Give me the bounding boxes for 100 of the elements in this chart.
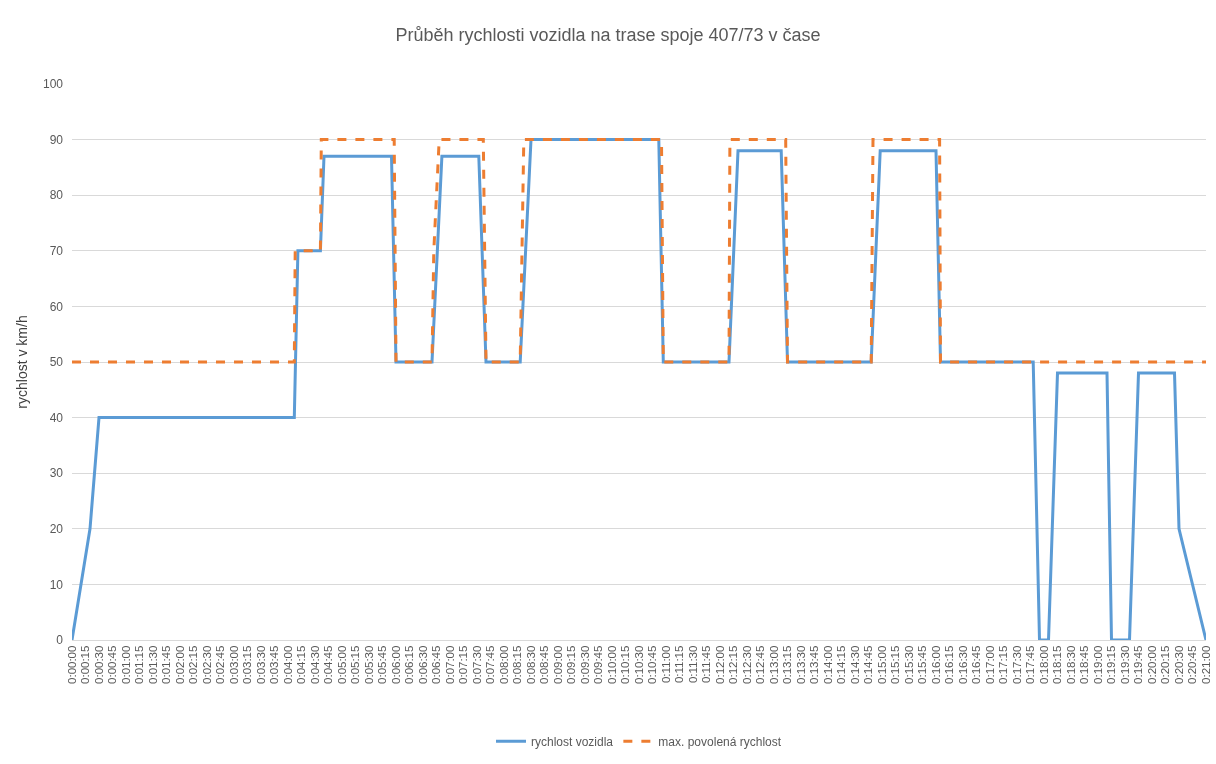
- x-tick-label: 0:18:45: [1078, 645, 1091, 684]
- x-tick-label: 0:09:30: [578, 645, 591, 684]
- x-tick-label: 0:00:45: [106, 645, 119, 684]
- x-tick-label: 0:08:15: [511, 645, 524, 684]
- x-tick-label: 0:13:15: [781, 645, 794, 684]
- x-tick-label: 0:19:15: [1105, 645, 1118, 684]
- x-tick-label: 0:08:00: [497, 645, 510, 684]
- x-tick-label: 0:05:30: [362, 645, 375, 684]
- chart-title: Průběh rychlosti vozidla na trase spoje 407/73 v čase: [395, 24, 821, 45]
- x-tick-label: 0:10:15: [619, 645, 632, 684]
- x-tick-label: 0:14:45: [862, 645, 875, 684]
- y-tick-label: 80: [49, 188, 64, 203]
- x-tick-label: 0:00:00: [65, 645, 78, 684]
- x-tick-label: 0:15:30: [902, 645, 915, 684]
- x-tick-label: 0:04:15: [295, 645, 308, 684]
- x-tick-label: 0:12:00: [713, 645, 726, 684]
- y-tick-label: 50: [49, 355, 64, 370]
- x-tick-label: 0:00:15: [79, 645, 92, 684]
- x-tick-label: 0:13:30: [794, 645, 807, 684]
- x-tick-label: 0:09:15: [565, 645, 578, 684]
- x-tick-label: 0:13:00: [767, 645, 780, 684]
- x-tick-label: 0:11:45: [700, 645, 713, 684]
- x-tick-label: 0:03:30: [254, 645, 267, 684]
- x-tick-label: 0:01:15: [133, 645, 146, 684]
- x-tick-label: 0:02:30: [200, 645, 213, 684]
- x-tick-label: 0:00:30: [92, 645, 105, 684]
- x-tick-label: 0:06:00: [389, 645, 402, 684]
- x-tick-label: 0:07:45: [484, 645, 497, 684]
- x-tick-label: 0:08:45: [538, 645, 551, 684]
- x-tick-label: 0:03:45: [268, 645, 281, 684]
- x-tick-label: 0:13:45: [808, 645, 821, 684]
- x-tick-label: 0:16:45: [970, 645, 983, 684]
- x-tick-label: 0:03:00: [227, 645, 240, 684]
- x-tick-label: 0:12:45: [754, 645, 767, 684]
- x-tick-label: 0:14:30: [848, 645, 861, 684]
- x-tick-label: 0:20:15: [1159, 645, 1172, 684]
- x-tick-label: 0:15:45: [916, 645, 929, 684]
- x-tick-label: 0:15:00: [875, 645, 888, 684]
- x-tick-label: 0:06:30: [416, 645, 429, 684]
- x-tick-label: 0:07:00: [443, 645, 456, 684]
- x-tick-label: 0:17:45: [1024, 645, 1037, 684]
- x-tick-label: 0:05:00: [335, 645, 348, 684]
- x-tick-label: 0:07:30: [470, 645, 483, 684]
- y-tick-label: 0: [56, 633, 64, 648]
- x-tick-label: 0:11:00: [659, 645, 672, 684]
- legend-label: rychlost vozidla: [531, 734, 614, 749]
- x-tick-label: 0:11:15: [673, 645, 686, 684]
- x-tick-label: 0:10:00: [605, 645, 618, 684]
- x-tick-label: 0:18:00: [1037, 645, 1050, 684]
- x-tick-label: 0:17:30: [1010, 645, 1023, 684]
- legend-label: max. povolená rychlost: [658, 734, 782, 749]
- x-tick-label: 0:05:45: [376, 645, 389, 684]
- x-tick-label: 0:20:30: [1172, 645, 1185, 684]
- x-tick-label: 0:19:00: [1091, 645, 1104, 684]
- x-tick-label: 0:15:15: [889, 645, 902, 684]
- x-tick-label: 0:11:30: [686, 645, 699, 684]
- y-tick-label: 40: [49, 410, 64, 425]
- y-axis-title: rychlost v km/h: [13, 315, 30, 409]
- x-tick-label: 0:19:45: [1132, 645, 1145, 684]
- x-tick-label: 0:02:00: [173, 645, 186, 684]
- x-tick-label: 0:14:00: [821, 645, 834, 684]
- x-tick-label: 0:14:15: [835, 645, 848, 684]
- x-tick-label: 0:20:00: [1145, 645, 1158, 684]
- x-tick-label: 0:06:45: [430, 645, 443, 684]
- x-tick-label: 0:18:15: [1051, 645, 1064, 684]
- x-tick-label: 0:01:30: [146, 645, 159, 684]
- x-tick-label: 0:16:00: [929, 645, 942, 684]
- x-tick-label: 0:02:45: [214, 645, 227, 684]
- x-tick-label: 0:12:30: [740, 645, 753, 684]
- x-tick-label: 0:17:00: [983, 645, 996, 684]
- y-tick-label: 70: [49, 244, 64, 258]
- x-tick-label: 0:18:30: [1064, 645, 1077, 684]
- x-tick-label: 0:20:45: [1186, 645, 1199, 684]
- x-tick-label: 0:08:30: [524, 645, 537, 684]
- y-tick-label: 100: [42, 77, 64, 92]
- y-tick-label: 20: [49, 522, 64, 536]
- x-tick-label: 0:03:15: [241, 645, 254, 684]
- x-tick-label: 0:17:15: [997, 645, 1010, 684]
- x-tick-label: 0:04:45: [322, 645, 335, 684]
- x-tick-label: 0:19:30: [1118, 645, 1131, 684]
- x-tick-label: 0:07:15: [457, 645, 470, 684]
- x-tick-label: 0:09:00: [551, 645, 564, 684]
- x-tick-label: 0:09:45: [592, 645, 605, 684]
- y-tick-label: 30: [49, 466, 64, 481]
- x-tick-label: 0:04:00: [281, 645, 294, 684]
- x-tick-label: 0:10:30: [632, 645, 645, 684]
- x-tick-label: 0:02:15: [187, 645, 200, 684]
- x-tick-label: 0:16:15: [943, 645, 956, 684]
- x-tick-label: 0:10:45: [646, 645, 659, 684]
- y-tick-label: 90: [49, 132, 64, 147]
- x-tick-label: 0:16:30: [956, 645, 969, 684]
- x-tick-label: 0:06:15: [403, 645, 416, 684]
- y-tick-label: 10: [49, 577, 64, 592]
- x-tick-label: 0:01:00: [119, 645, 132, 684]
- x-tick-label: 0:01:45: [160, 645, 173, 684]
- x-tick-label: 0:05:15: [349, 645, 362, 684]
- x-tick-label: 0:21:00: [1199, 645, 1212, 684]
- x-tick-label: 0:12:15: [727, 645, 740, 684]
- y-tick-label: 60: [49, 299, 64, 314]
- x-tick-label: 0:04:30: [308, 645, 321, 684]
